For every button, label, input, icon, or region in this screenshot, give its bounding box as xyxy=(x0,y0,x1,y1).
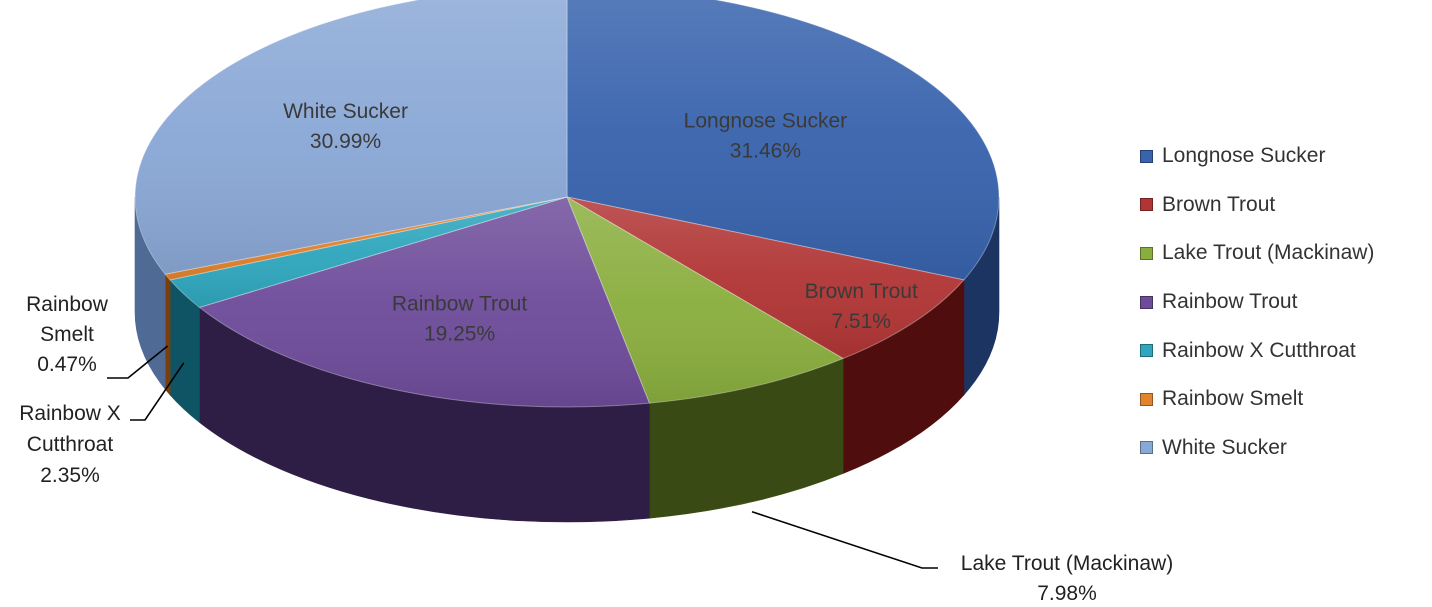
legend-label: Rainbow Trout xyxy=(1162,290,1298,314)
slice-label-white-sucker: White Sucker 30.99% xyxy=(283,100,408,153)
slice-label-brown-trout: Brown Trout 7.51% xyxy=(805,280,918,333)
legend-item-rainbow-trout: Rainbow Trout xyxy=(1140,278,1374,327)
pie-tops xyxy=(134,0,1000,408)
legend-item-lake-trout: Lake Trout (Mackinaw) xyxy=(1140,229,1374,278)
slice-label-rainbow-smelt: Rainbow Smelt 0.47% xyxy=(26,293,109,376)
slice-labels: Longnose Sucker 31.46% Brown Trout 7.51% Rai… xyxy=(19,100,1173,605)
legend-label: Brown Trout xyxy=(1162,192,1276,216)
slice-label-rainbow-trout: Rainbow Trout 19.25% xyxy=(392,292,528,345)
legend-label: White Sucker xyxy=(1162,435,1287,459)
legend-swatch xyxy=(1140,295,1153,309)
legend-swatch xyxy=(1140,149,1153,163)
pie-sides xyxy=(134,196,1000,523)
legend-swatch xyxy=(1140,344,1153,358)
legend-item-longnose-sucker: Longnose Sucker xyxy=(1140,132,1374,181)
slice-sheen xyxy=(199,197,650,408)
slice-label-lake-trout: Lake Trout (Mackinaw) 7.98% xyxy=(961,552,1173,605)
leader-rainbow-smelt xyxy=(107,345,169,379)
slice-sheen xyxy=(170,197,567,308)
legend-swatch xyxy=(1140,441,1153,455)
legend-item-brown-trout: Brown Trout xyxy=(1140,181,1374,230)
legend-label: Rainbow X Cutthroat xyxy=(1162,338,1356,362)
leader-rainbow-x-cutthroat xyxy=(130,362,185,421)
legend-item-rainbow-x-cutthroat: Rainbow X Cutthroat xyxy=(1140,326,1374,375)
legend-swatch xyxy=(1140,392,1153,406)
legend-swatch xyxy=(1140,198,1153,212)
legend-swatch xyxy=(1140,246,1153,260)
legend-label: Longnose Sucker xyxy=(1162,144,1326,168)
leader-lines xyxy=(107,345,938,569)
slice-sheen xyxy=(567,197,844,404)
slice-sheen xyxy=(165,197,567,280)
slice-side-rainbow-smelt xyxy=(164,273,171,396)
slice-label-rainbow-x-cutthroat: Rainbow X Cutthroat 2.35% xyxy=(19,402,121,487)
legend-item-white-sucker: White Sucker xyxy=(1140,424,1374,473)
legend: Longnose Sucker Brown Trout Lake Trout (… xyxy=(1140,132,1374,472)
legend-label: Lake Trout (Mackinaw) xyxy=(1162,241,1375,265)
slice-sheen xyxy=(135,0,567,275)
leader-lake-trout xyxy=(751,511,938,569)
slice-sheen xyxy=(567,197,964,359)
legend-item-rainbow-smelt: Rainbow Smelt xyxy=(1140,375,1374,424)
legend-label: Rainbow Smelt xyxy=(1162,387,1304,411)
slice-sheen xyxy=(567,0,999,280)
slice-label-longnose-sucker: Longnose Sucker 31.46% xyxy=(684,109,847,162)
